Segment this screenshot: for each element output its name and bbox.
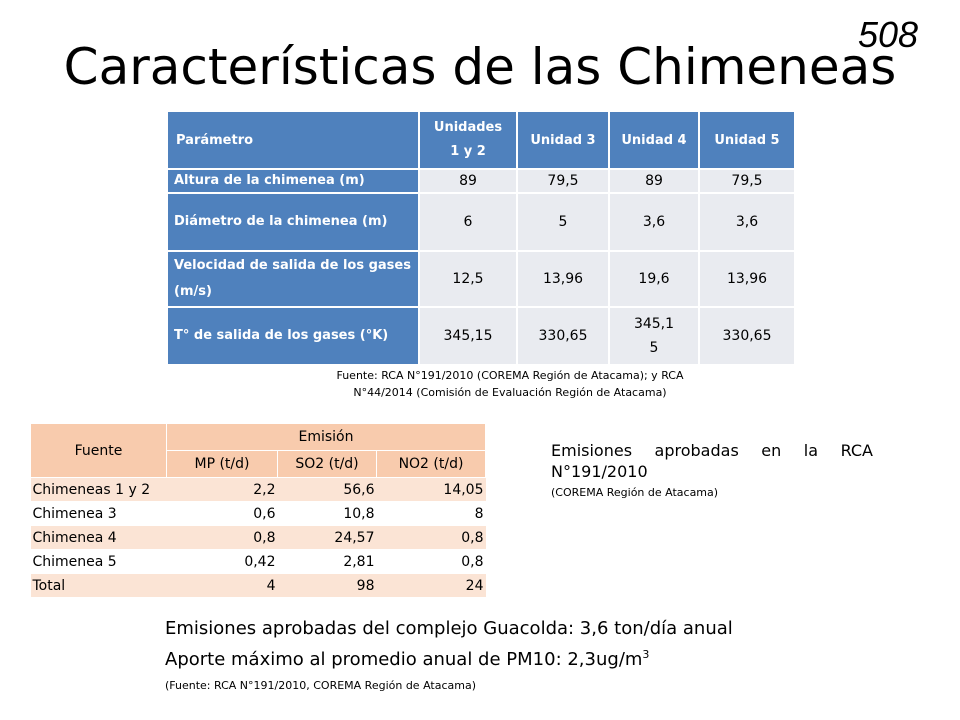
table-cell: 79,5 xyxy=(518,170,608,192)
table-row: Altura de la chimenea (m) 89 79,5 89 79,… xyxy=(168,170,794,192)
table-row: Chimeneas 1 y 2 2,2 56,6 14,05 xyxy=(30,477,486,502)
header-emision: Emisión xyxy=(166,423,486,451)
summary-line1: Emisiones aprobadas del complejo Guacold… xyxy=(165,618,733,639)
row-label: Chimenea 5 xyxy=(30,549,167,574)
table-cell: 98 xyxy=(277,573,377,597)
table-header-row: Fuente Emisión xyxy=(30,423,486,478)
table-cell: 5 xyxy=(518,194,608,250)
table-row: Chimenea 4 0,8 24,57 0,8 xyxy=(30,525,486,550)
table-cell: 345,15 xyxy=(420,308,516,364)
table-cell: 330,65 xyxy=(700,308,794,364)
header-unidad-3: Unidad 3 xyxy=(518,112,608,168)
summary-source: (Fuente: RCA N°191/2010, COREMA Región d… xyxy=(165,679,476,692)
table-cell: 0,6 xyxy=(166,501,278,526)
table-cell: 0,8 xyxy=(376,525,486,550)
stack-parameters-table: Parámetro Unidades 1 y 2 Unidad 3 Unidad … xyxy=(166,110,796,366)
table-cell: 89 xyxy=(420,170,516,192)
table-cell: 8 xyxy=(376,501,486,526)
bottom-summary: Emisiones aprobadas del complejo Guacold… xyxy=(165,616,733,692)
row-label: T° de salida de los gases (°K) xyxy=(168,308,418,364)
table-row: Velocidad de salida de los gases (m/s) 1… xyxy=(168,252,794,306)
approved-emissions-note: Emisiones aprobadas en la RCA N°191/2010… xyxy=(551,440,873,499)
row-label: Altura de la chimenea (m) xyxy=(168,170,418,192)
note-line1: Emisiones aprobadas en la RCA xyxy=(551,441,873,460)
row-label: Chimenea 3 xyxy=(30,501,167,526)
table-total-row: Total 4 98 24 xyxy=(30,573,486,597)
summary-line2: Aporte máximo al promedio anual de PM10:… xyxy=(165,648,650,670)
table-cell: 14,05 xyxy=(376,477,486,502)
table-header-row: Parámetro Unidades 1 y 2 Unidad 3 Unidad … xyxy=(168,112,794,168)
header-so2: SO2 (t/d) xyxy=(277,450,377,478)
table-cell: 6 xyxy=(420,194,516,250)
header-no2: NO2 (t/d) xyxy=(376,450,486,478)
header-mp: MP (t/d) xyxy=(166,450,278,478)
table-cell: 3,6 xyxy=(700,194,794,250)
row-label: Diámetro de la chimenea (m) xyxy=(168,194,418,250)
table-subheader-row: MP (t/d) SO2 (t/d) NO2 (t/d) xyxy=(31,450,486,478)
table-cell: 24 xyxy=(376,573,486,597)
table-cell: 19,6 xyxy=(610,252,698,306)
header-parametro: Parámetro xyxy=(168,112,418,168)
row-label: Velocidad de salida de los gases (m/s) xyxy=(168,252,418,306)
table-cell: 330,65 xyxy=(518,308,608,364)
table-cell: 0,8 xyxy=(166,525,278,550)
table-row: Chimenea 3 0,6 10,8 8 xyxy=(30,501,486,526)
note-source: (COREMA Región de Atacama) xyxy=(551,486,719,499)
table-cell: 89 xyxy=(610,170,698,192)
page-number: 508 xyxy=(858,14,919,55)
row-label: Chimenea 4 xyxy=(30,525,167,550)
note-line2: N°191/2010 xyxy=(551,462,648,481)
header-unidades-1-2: Unidades 1 y 2 xyxy=(420,112,516,168)
table-row: Diámetro de la chimenea (m) 6 5 3,6 3,6 xyxy=(168,194,794,250)
table-cell: 13,96 xyxy=(518,252,608,306)
header-unidad-4: Unidad 4 xyxy=(610,112,698,168)
slide-title: Características de las Chimeneas xyxy=(63,38,897,96)
table1-source: Fuente: RCA N°191/2010 (COREMA Región de… xyxy=(336,369,684,399)
table-cell: 2,2 xyxy=(166,477,278,502)
table-row: Chimenea 5 0,42 2,81 0,8 xyxy=(30,549,486,574)
table-cell: 10,8 xyxy=(277,501,377,526)
row-label: Total xyxy=(30,573,167,597)
table-cell: 0,42 xyxy=(166,549,278,574)
table-cell: 24,57 xyxy=(277,525,377,550)
header-unidad-5: Unidad 5 xyxy=(700,112,794,168)
table-row: T° de salida de los gases (°K) 345,15 33… xyxy=(168,308,794,364)
header-fuente: Fuente xyxy=(30,423,167,478)
table-cell: 79,5 xyxy=(700,170,794,192)
table-cell: 12,5 xyxy=(420,252,516,306)
table-cell: 3,6 xyxy=(610,194,698,250)
emissions-table: Fuente Emisión MP (t/d) SO2 (t/d) NO2 (t… xyxy=(30,423,486,597)
row-label: Chimeneas 1 y 2 xyxy=(30,477,167,502)
table-cell: 13,96 xyxy=(700,252,794,306)
table-cell: 56,6 xyxy=(277,477,377,502)
table-cell: 2,81 xyxy=(277,549,377,574)
table-cell: 4 xyxy=(166,573,278,597)
table-cell: 0,8 xyxy=(376,549,486,574)
